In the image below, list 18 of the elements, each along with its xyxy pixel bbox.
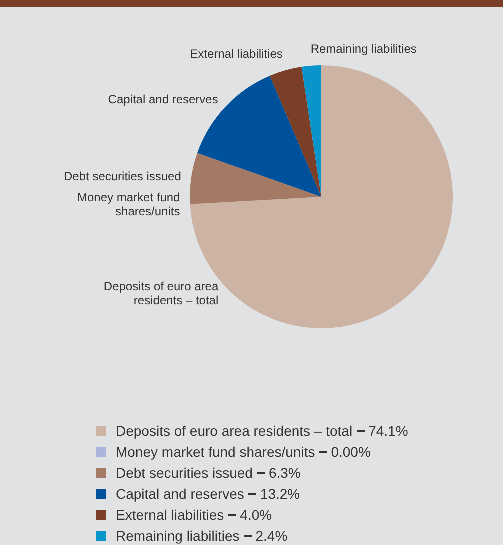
legend-label: Money market fund shares/units [116,444,316,460]
slice-label: External liabilities [190,47,283,62]
text: 0.00% [331,444,371,460]
slice-label: Debt securities issued [64,169,182,184]
slice-label: Deposits of euro area residents – total [104,280,219,308]
data-label: 13.2% [260,486,300,502]
legend-label: Debt securities issued [116,464,253,480]
legend-label: Remaining liabilities [116,528,240,544]
data-label: 74.1% [368,422,408,438]
legend-label: Deposits of euro area residents – total [116,422,353,438]
legend-label: External liabilities [116,506,224,522]
slice-label: Capital and reserves [108,92,218,106]
legend-label: Capital and reserves [116,486,244,502]
data-label: 6.3% [268,464,301,480]
slice-label: Remaining liabilities [310,42,417,56]
category-label: Money market fund shares/units [78,190,180,218]
data-label: 2.4% [256,528,288,544]
data-label: 4.0% [240,506,272,522]
